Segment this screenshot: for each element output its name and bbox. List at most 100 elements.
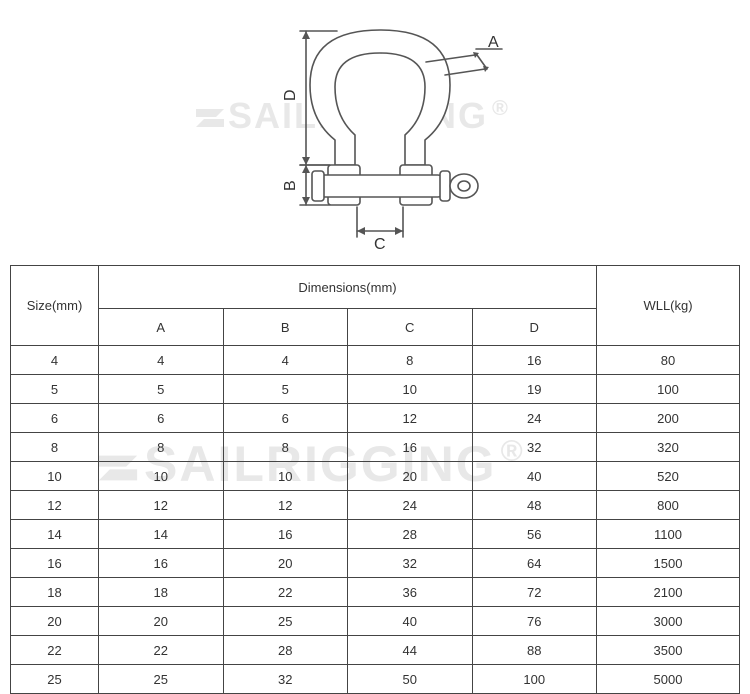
table-cell: 20	[99, 607, 224, 636]
table-cell: 6	[11, 404, 99, 433]
table-cell: 2100	[597, 578, 740, 607]
table-cell: 10	[11, 462, 99, 491]
table-cell: 100	[472, 665, 597, 694]
table-cell: 12	[348, 404, 473, 433]
table-cell: 22	[223, 578, 348, 607]
col-header-size: Size(mm)	[11, 266, 99, 346]
table-cell: 8	[11, 433, 99, 462]
col-header-b: B	[223, 309, 348, 346]
table-cell: 200	[597, 404, 740, 433]
table-cell: 16	[99, 549, 224, 578]
table-cell: 10	[348, 375, 473, 404]
table-cell: 64	[472, 549, 597, 578]
table-row: 252532501005000	[11, 665, 740, 694]
table-cell: 40	[472, 462, 597, 491]
table-cell: 4	[11, 346, 99, 375]
table-cell: 20	[348, 462, 473, 491]
table-cell: 25	[223, 607, 348, 636]
table-row: 1212122448800	[11, 491, 740, 520]
table-cell: 56	[472, 520, 597, 549]
table-cell: 520	[597, 462, 740, 491]
table-cell: 18	[99, 578, 224, 607]
table-cell: 80	[597, 346, 740, 375]
table-cell: 25	[99, 665, 224, 694]
table-cell: 5	[223, 375, 348, 404]
spec-table-container: Size(mm) Dimensions(mm) WLL(kg) A B C D …	[10, 265, 740, 694]
table-row: 14141628561100	[11, 520, 740, 549]
table-cell: 12	[99, 491, 224, 520]
dim-label-d: D	[282, 89, 299, 101]
table-cell: 800	[597, 491, 740, 520]
table-row: 18182236722100	[11, 578, 740, 607]
table-cell: 4	[99, 346, 224, 375]
table-row: 8881632320	[11, 433, 740, 462]
table-cell: 76	[472, 607, 597, 636]
table-cell: 10	[223, 462, 348, 491]
table-cell: 8	[223, 433, 348, 462]
col-header-dimensions: Dimensions(mm)	[99, 266, 597, 309]
table-cell: 40	[348, 607, 473, 636]
table-cell: 28	[223, 636, 348, 665]
table-cell: 24	[472, 404, 597, 433]
table-body: 4448168055510191006661224200888163232010…	[11, 346, 740, 694]
table-cell: 6	[99, 404, 224, 433]
table-cell: 28	[348, 520, 473, 549]
col-header-wll: WLL(kg)	[597, 266, 740, 346]
table-header-row: Size(mm) Dimensions(mm) WLL(kg)	[11, 266, 740, 309]
table-cell: 32	[472, 433, 597, 462]
table-cell: 48	[472, 491, 597, 520]
col-header-a: A	[99, 309, 224, 346]
dim-label-a: A	[488, 34, 499, 51]
dim-label-b: B	[282, 180, 299, 191]
col-header-d: D	[472, 309, 597, 346]
table-cell: 6	[223, 404, 348, 433]
table-cell: 20	[11, 607, 99, 636]
spec-table: Size(mm) Dimensions(mm) WLL(kg) A B C D …	[10, 265, 740, 694]
table-cell: 3000	[597, 607, 740, 636]
table-cell: 12	[223, 491, 348, 520]
table-row: 44481680	[11, 346, 740, 375]
table-cell: 5	[99, 375, 224, 404]
table-cell: 14	[11, 520, 99, 549]
table-cell: 1100	[597, 520, 740, 549]
table-cell: 44	[348, 636, 473, 665]
table-cell: 25	[11, 665, 99, 694]
table-cell: 16	[11, 549, 99, 578]
table-cell: 100	[597, 375, 740, 404]
table-cell: 8	[99, 433, 224, 462]
table-cell: 32	[348, 549, 473, 578]
table-cell: 22	[11, 636, 99, 665]
table-row: 20202540763000	[11, 607, 740, 636]
table-cell: 16	[223, 520, 348, 549]
shackle-diagram: A D B C	[240, 5, 520, 255]
table-row: 1010102040520	[11, 462, 740, 491]
table-cell: 320	[597, 433, 740, 462]
table-cell: 16	[348, 433, 473, 462]
table-cell: 20	[223, 549, 348, 578]
table-cell: 72	[472, 578, 597, 607]
table-cell: 12	[11, 491, 99, 520]
table-cell: 14	[99, 520, 224, 549]
table-cell: 32	[223, 665, 348, 694]
table-row: 22222844883500	[11, 636, 740, 665]
table-cell: 8	[348, 346, 473, 375]
table-cell: 22	[99, 636, 224, 665]
table-cell: 36	[348, 578, 473, 607]
page-root: SAILRIGGING®	[0, 0, 750, 690]
table-cell: 5	[11, 375, 99, 404]
table-cell: 24	[348, 491, 473, 520]
table-cell: 16	[472, 346, 597, 375]
table-cell: 4	[223, 346, 348, 375]
dim-label-c: C	[374, 236, 386, 253]
table-row: 5551019100	[11, 375, 740, 404]
table-cell: 3500	[597, 636, 740, 665]
table-cell: 19	[472, 375, 597, 404]
table-cell: 10	[99, 462, 224, 491]
col-header-c: C	[348, 309, 473, 346]
table-cell: 18	[11, 578, 99, 607]
table-cell: 1500	[597, 549, 740, 578]
table-cell: 88	[472, 636, 597, 665]
table-cell: 50	[348, 665, 473, 694]
table-cell: 5000	[597, 665, 740, 694]
table-row: 6661224200	[11, 404, 740, 433]
